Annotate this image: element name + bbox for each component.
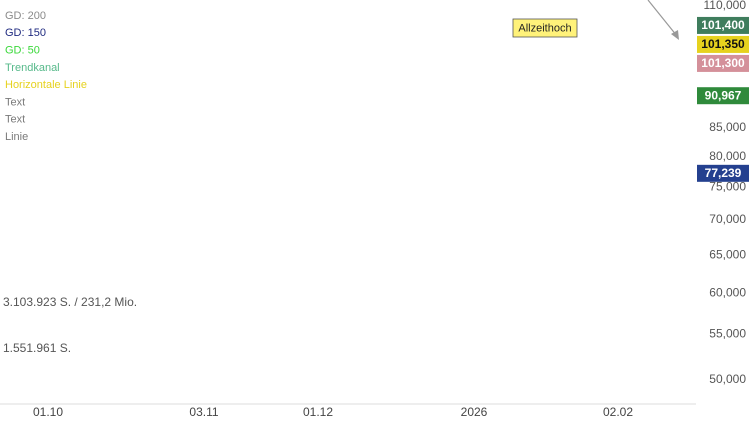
price-badge: [697, 54, 749, 72]
x-tick-label: 01.10: [33, 405, 63, 419]
x-tick-label: 02.02: [603, 405, 633, 419]
price-badge: [697, 16, 749, 34]
legend-entry: GD: 150: [5, 27, 46, 39]
y-tick-label: 80,000: [709, 149, 746, 163]
price-badge: [697, 87, 749, 105]
legend-entry: Text: [5, 114, 25, 126]
y-tick-label: 70,000: [709, 212, 746, 226]
annotation-arrow: [647, 0, 678, 37]
legend-entry: Text: [5, 96, 25, 108]
annotation: Allzeithoch: [518, 22, 571, 34]
volume-tick-label: 3.103.923 S. / 231,2 Mio.: [3, 295, 137, 309]
annotation-arrowhead: [671, 30, 679, 40]
legend-entry: Linie: [5, 131, 28, 143]
x-tick-label: 2026: [461, 405, 488, 419]
price-badge-label: 101,300: [701, 56, 745, 70]
y-tick-label: 65,000: [709, 247, 746, 261]
y-tick-label: 60,000: [709, 285, 746, 299]
price-badge-label: 101,400: [701, 18, 745, 32]
price-badge-label: 101,350: [701, 37, 745, 51]
x-tick-label: 01.12: [303, 405, 333, 419]
price-badge: [697, 164, 749, 182]
legend-entry: Trendkanal: [5, 62, 60, 74]
price-badge-label: 77,239: [705, 166, 742, 180]
y-tick-label: 55,000: [709, 327, 746, 341]
price-badge-label: 90,967: [705, 88, 742, 102]
legend-entry: Horizontale Linie: [5, 79, 87, 91]
x-tick-label: 03.11: [189, 405, 218, 419]
overlay: GD: 200 GD: 150 GD: 50 Trendkanal Horizontal…: [5, 10, 87, 143]
y-tick-label: 75,000: [709, 179, 746, 193]
annotation-box: [512, 18, 578, 38]
price-badge: [697, 35, 749, 53]
legend-entry: GD: 50: [5, 45, 40, 57]
y-tick-label: 85,000: [709, 120, 746, 134]
y-tick-label: 50,000: [709, 372, 746, 386]
legend-entry: GD: 200: [5, 10, 46, 22]
volume-tick-label: 1.551.961 S.: [3, 341, 71, 355]
y-tick-label: 110,000: [704, 0, 747, 12]
